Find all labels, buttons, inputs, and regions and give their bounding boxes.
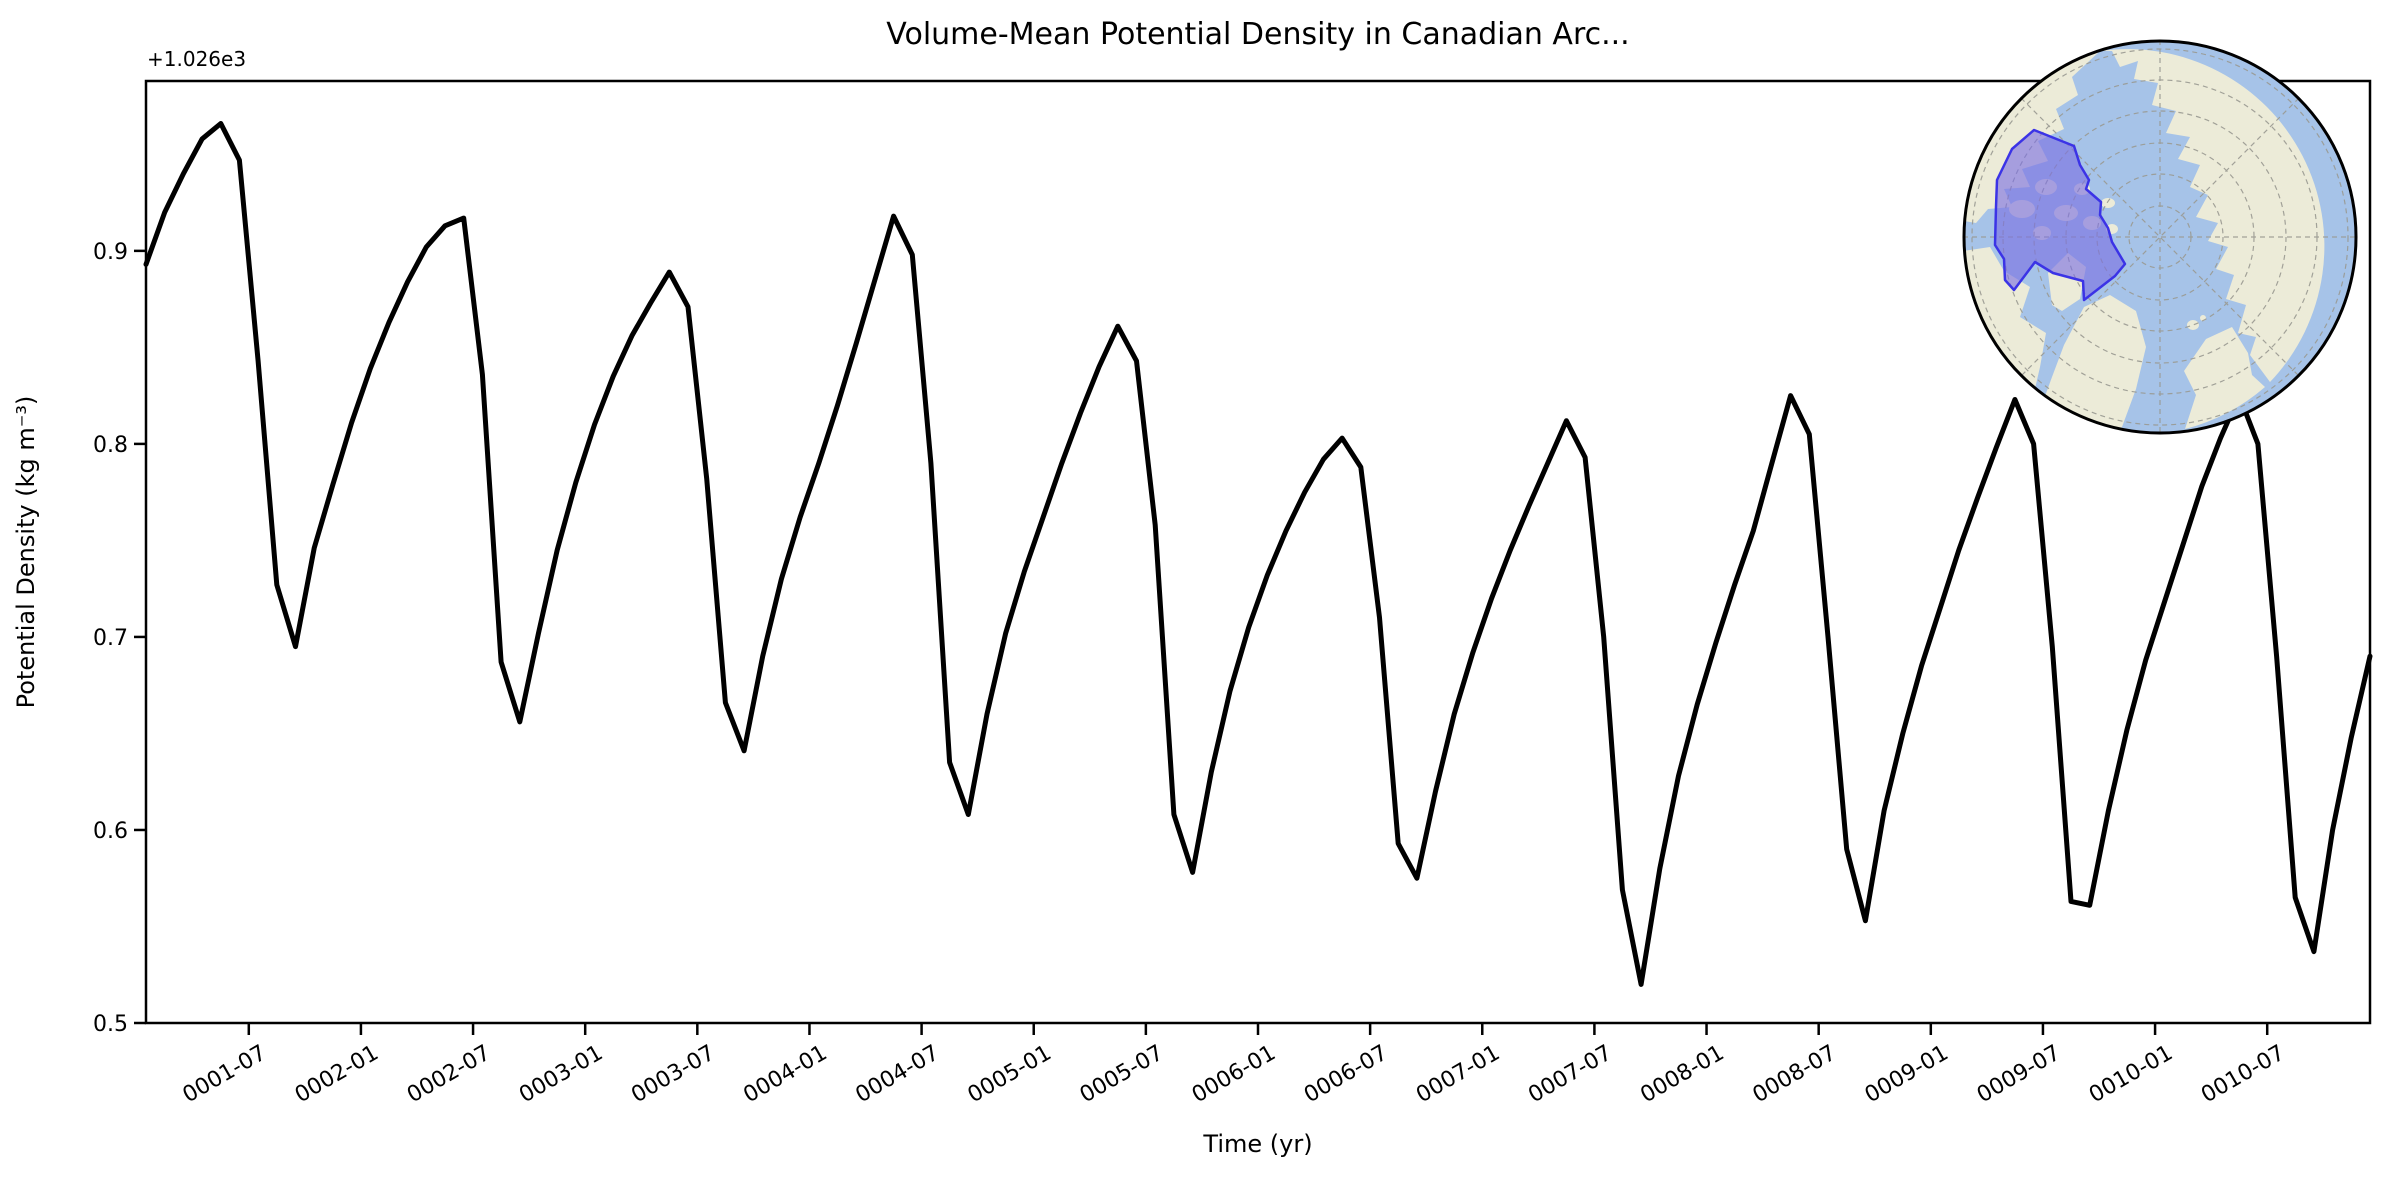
y-axis-label: Potential Density (kg m⁻³) bbox=[12, 396, 40, 709]
map-land-russia bbox=[2100, 49, 2325, 382]
inset-polar-map bbox=[1962, 39, 2358, 435]
y-tick-label: 0.9 bbox=[93, 240, 128, 265]
x-tick-label: 0004-07 bbox=[851, 1041, 943, 1109]
x-tick-label: 0009-07 bbox=[1973, 1041, 2065, 1109]
y-axis-offset-label: +1.026e3 bbox=[147, 47, 246, 71]
x-tick-label: 0010-01 bbox=[2085, 1041, 2177, 1109]
x-tick-label: 0002-01 bbox=[291, 1041, 383, 1109]
x-tick-label: 0007-07 bbox=[1524, 1041, 1616, 1109]
chart-title: Volume-Mean Potential Density in Canadia… bbox=[886, 17, 1629, 52]
map-land-greenland bbox=[2044, 295, 2146, 433]
potential-density-line bbox=[143, 121, 2373, 987]
y-tick-label: 0.6 bbox=[93, 819, 128, 844]
data-series bbox=[143, 121, 2373, 987]
map-land-scandinavia bbox=[2184, 327, 2265, 429]
x-tick-label: 0001-07 bbox=[179, 1041, 271, 1109]
y-tick-label: 0.8 bbox=[93, 433, 128, 458]
x-tick-label: 0008-07 bbox=[1749, 1041, 1841, 1109]
x-tick-label: 0002-07 bbox=[403, 1041, 495, 1109]
map-land-island bbox=[2239, 174, 2253, 184]
x-tick-label: 0005-01 bbox=[964, 1041, 1056, 1109]
x-axis-label: Time (yr) bbox=[1202, 1130, 1312, 1158]
map-land-island bbox=[2254, 201, 2266, 209]
x-tick-label: 0004-01 bbox=[739, 1041, 831, 1109]
x-tick-label: 0003-01 bbox=[515, 1041, 607, 1109]
y-tick-label: 0.5 bbox=[93, 1012, 128, 1037]
x-axis-ticks: 0001-07 0002-01 0002-07 0003-01 0003-07 0004-… bbox=[179, 1023, 2289, 1109]
y-axis-ticks: 0.5 0.6 0.7 0.8 0.9 bbox=[93, 240, 146, 1037]
map-region-highlight bbox=[1993, 128, 2127, 302]
x-tick-label: 0008-01 bbox=[1636, 1041, 1728, 1109]
map-land-svalbard bbox=[2187, 320, 2199, 330]
axes-spines bbox=[144, 79, 2372, 1025]
x-tick-label: 0006-07 bbox=[1300, 1041, 1392, 1109]
map-land-canada bbox=[1964, 247, 2046, 393]
y-tick-label: 0.7 bbox=[93, 626, 128, 651]
map-land-caa-island bbox=[2101, 198, 2115, 208]
x-tick-label: 0006-01 bbox=[1188, 1041, 1280, 1109]
x-tick-label: 0007-01 bbox=[1412, 1041, 1504, 1109]
x-tick-label: 0009-01 bbox=[1861, 1041, 1953, 1109]
x-tick-label: 0010-07 bbox=[2197, 1041, 2289, 1109]
map-outline bbox=[1962, 39, 2358, 435]
x-tick-label: 0005-07 bbox=[1076, 1041, 1168, 1109]
x-tick-label: 0003-07 bbox=[627, 1041, 719, 1109]
